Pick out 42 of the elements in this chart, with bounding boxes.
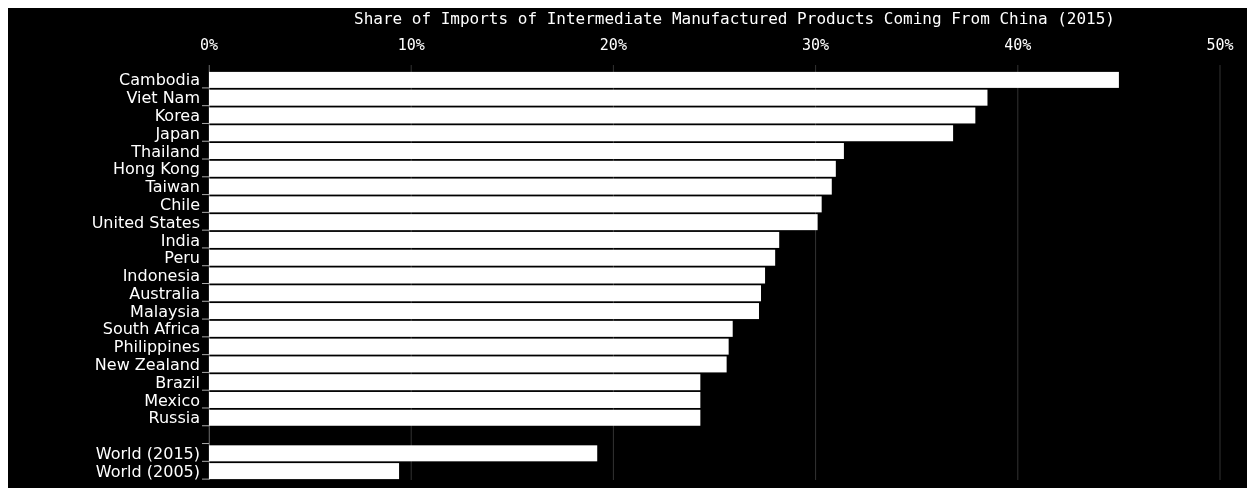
y-tick-label: Viet Nam — [126, 88, 200, 108]
y-tick-label: New Zealand — [94, 355, 200, 375]
y-tick-label: Taiwan — [144, 177, 200, 197]
y-tick-label: United States — [91, 212, 200, 232]
y-tick-label: Chile — [159, 194, 200, 214]
y-tick-label: Philippines — [113, 337, 200, 357]
x-tick-label: 30% — [802, 36, 830, 54]
y-tick-label: Hong Kong — [113, 159, 200, 179]
y-tick-label: Indonesia — [122, 266, 200, 286]
bar — [209, 445, 598, 462]
bar — [209, 320, 733, 337]
y-tick-label: World (2015) — [95, 443, 200, 463]
y-tick-label: Brazil — [155, 372, 200, 392]
bar — [209, 463, 400, 480]
bar — [209, 143, 844, 160]
bar — [209, 391, 701, 408]
y-tick-label: Thailand — [130, 141, 200, 161]
bar — [209, 214, 818, 231]
y-tick-label: Cambodia — [119, 70, 200, 90]
x-tick-label: 40% — [1004, 36, 1032, 54]
x-tick-label: 0% — [199, 36, 219, 54]
x-tick-label: 20% — [599, 36, 627, 54]
x-tick-label: 50% — [1206, 36, 1234, 54]
bar — [209, 409, 701, 426]
bar — [209, 303, 759, 320]
y-tick-label: World (2005) — [95, 461, 200, 481]
y-tick-label: Australia — [129, 283, 200, 303]
y-tick-label: India — [160, 230, 200, 250]
y-tick-label: Korea — [154, 106, 200, 126]
y-tick-label: South Africa — [102, 319, 200, 339]
bar — [209, 160, 836, 177]
bar — [209, 125, 954, 142]
x-tick-label: 10% — [397, 36, 425, 54]
bar — [209, 231, 780, 248]
bar — [209, 71, 1119, 88]
y-tick-label: Japan — [154, 123, 200, 143]
y-tick-label: Peru — [164, 248, 200, 268]
y-tick-label: Mexico — [144, 390, 200, 410]
chart-title: Share of Imports of Intermediate Manufactured Products Coming From China (2015) — [354, 9, 1115, 28]
y-tick-label: Malaysia — [130, 301, 200, 321]
bar — [209, 374, 701, 391]
y-tick-label: Russia — [148, 408, 200, 428]
